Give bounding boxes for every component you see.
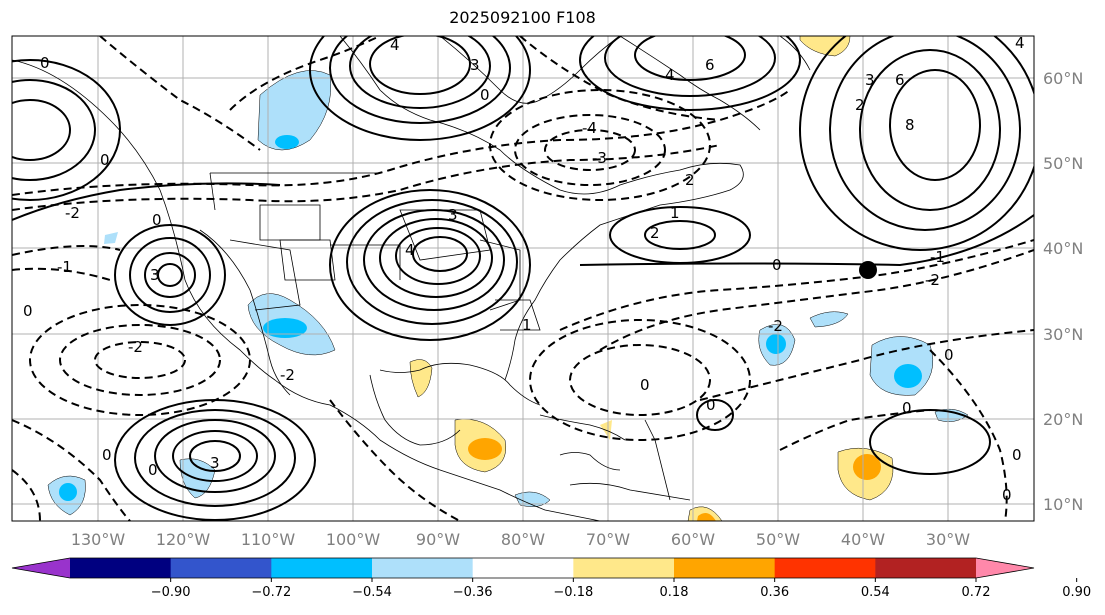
svg-text:6: 6 (895, 71, 905, 89)
colorbar-label: 0.54 (861, 585, 890, 600)
lat-tick: 60°N (1043, 69, 1083, 88)
svg-text:2: 2 (855, 96, 865, 114)
lon-tick: 40°W (841, 530, 885, 549)
lat-tick: 30°N (1043, 325, 1083, 344)
svg-text:0: 0 (480, 86, 490, 104)
svg-text:3: 3 (448, 206, 458, 224)
svg-text:0: 0 (148, 461, 158, 479)
lon-tick: 130°W (71, 530, 126, 549)
svg-text:3: 3 (210, 454, 220, 472)
colorbar-label: 0.90 (1062, 585, 1091, 600)
svg-text:6: 6 (705, 56, 715, 74)
map-frame (11, 35, 1035, 522)
svg-text:-2: -2 (768, 317, 783, 335)
map-title: 2025092100 F108 (449, 8, 596, 27)
colorbar-segment (774, 558, 876, 578)
colorbar-segment (170, 558, 272, 578)
colorbar-label: −0.54 (352, 585, 392, 600)
lon-tick: 70°W (586, 530, 630, 549)
colorbar-segment (372, 558, 474, 578)
colorbar-segment (472, 558, 574, 578)
svg-text:-4: -4 (582, 119, 597, 137)
svg-text:8: 8 (905, 116, 915, 134)
colorbar-label: 0.36 (760, 585, 789, 600)
colorbar-segment (674, 558, 776, 578)
svg-text:0: 0 (706, 396, 716, 414)
lat-tick: 50°N (1043, 154, 1083, 173)
colorbar-label: 0.72 (962, 585, 991, 600)
svg-text:0: 0 (152, 211, 162, 229)
svg-text:0: 0 (102, 446, 112, 464)
lon-tick: 60°W (671, 530, 715, 549)
svg-text:2: 2 (650, 224, 660, 242)
storm-center-marker (859, 261, 877, 279)
colorbar-segment (70, 558, 172, 578)
svg-text:0: 0 (1012, 446, 1022, 464)
colorbar-label: −0.36 (453, 585, 493, 600)
svg-text:3: 3 (470, 56, 480, 74)
lon-tick: 80°W (501, 530, 545, 549)
svg-text:-2: -2 (280, 366, 295, 384)
svg-text:0: 0 (944, 346, 954, 364)
colorbar-extend-low (12, 558, 70, 578)
lat-tick: 20°N (1043, 410, 1083, 429)
svg-text:0: 0 (772, 256, 782, 274)
lon-tick: 90°W (416, 530, 460, 549)
svg-text:-2: -2 (65, 204, 80, 222)
svg-text:4: 4 (405, 241, 415, 259)
lon-tick: 120°W (156, 530, 211, 549)
lon-tick: 50°W (756, 530, 800, 549)
colorbar-extend-high (976, 558, 1034, 578)
svg-text:3: 3 (865, 71, 875, 89)
svg-text:2: 2 (685, 171, 695, 189)
lat-tick: 40°N (1043, 239, 1083, 258)
svg-text:-1: -1 (930, 248, 945, 266)
colorbar-label: −0.72 (251, 585, 291, 600)
svg-text:0: 0 (100, 151, 110, 169)
svg-text:0: 0 (40, 54, 50, 72)
svg-text:0: 0 (902, 399, 912, 417)
colorbar-label: −0.90 (151, 585, 191, 600)
colorbar-segment (875, 558, 977, 578)
svg-text:0: 0 (23, 302, 33, 320)
svg-text:-3: -3 (592, 149, 607, 167)
contour-labels: -3 0 -2 0 0 0 0 0 0 3 3 -2 -1 -2 0 -2 0 … (23, 34, 1025, 504)
lon-tick: 30°W (926, 530, 970, 549)
colorbar-segment (271, 558, 373, 578)
shaded-anomalies (47, 36, 969, 521)
colorbar: −0.90 −0.72 −0.54 −0.36 −0.18 0.18 0.36 0.54 0.7… (11, 557, 1091, 600)
colorbar-outline (11, 557, 1035, 579)
svg-text:-2: -2 (925, 271, 940, 289)
latitude-ticks: 60°N 50°N 40°N 30°N 20°N 10°N (1043, 69, 1083, 514)
graticule (12, 36, 1034, 521)
lat-tick: 10°N (1043, 495, 1083, 514)
svg-text:-1: -1 (57, 258, 72, 276)
svg-text:4: 4 (390, 36, 400, 54)
colorbar-label: 0.18 (660, 585, 689, 600)
svg-text:4: 4 (665, 66, 675, 84)
lon-tick: 110°W (241, 530, 296, 549)
svg-text:4: 4 (1015, 34, 1025, 52)
svg-text:3: 3 (150, 266, 160, 284)
negative-contours (12, 36, 1034, 521)
colorbar-label: −0.18 (553, 585, 593, 600)
svg-text:1: 1 (670, 204, 680, 222)
colorbar-segment (573, 558, 675, 578)
svg-text:0: 0 (640, 376, 650, 394)
longitude-ticks: 130°W 120°W 110°W 100°W 90°W 80°W 70°W 6… (71, 530, 970, 549)
svg-text:0: 0 (1002, 486, 1012, 504)
lon-tick: 100°W (326, 530, 381, 549)
positive-contours (12, 36, 1034, 521)
svg-text:-2: -2 (128, 338, 143, 356)
svg-text:1: 1 (522, 316, 532, 334)
